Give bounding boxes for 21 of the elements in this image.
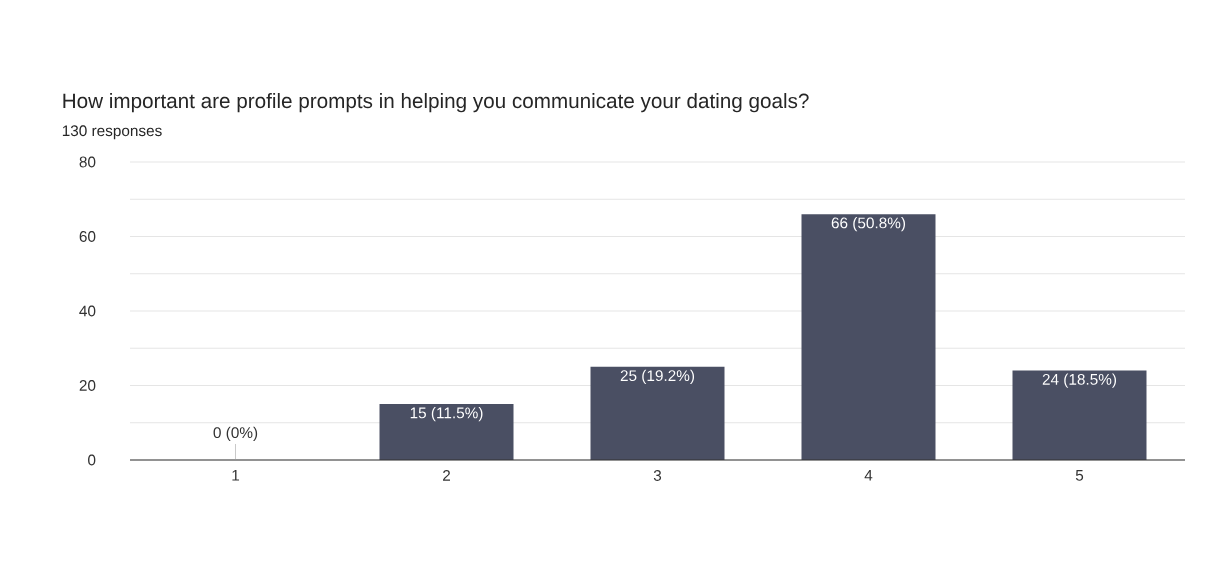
bar xyxy=(801,214,936,460)
data-label: 25 (19.2%) xyxy=(620,369,695,385)
x-tick-label: 1 xyxy=(232,470,240,481)
chart-subtitle: 130 responses xyxy=(62,125,162,140)
data-label: 0 (0%) xyxy=(213,426,258,442)
x-tick-label: 2 xyxy=(443,470,450,481)
x-tick-label: 5 xyxy=(1075,470,1084,481)
x-tick-label: 3 xyxy=(653,470,662,481)
x-tick-label: 4 xyxy=(864,470,873,481)
chart-title: How important are profile prompts in helping you communicate your dating goals? xyxy=(63,93,809,113)
y-tick-label: 40 xyxy=(79,305,96,317)
y-tick-label: 60 xyxy=(79,231,96,242)
data-label: 15 (11.5%) xyxy=(410,407,483,422)
bar xyxy=(1012,370,1147,460)
y-tick-label: 20 xyxy=(79,380,96,391)
bar xyxy=(590,366,725,460)
data-label: 24 (18.5%) xyxy=(1042,373,1117,388)
data-label: 66 (50.8%) xyxy=(831,217,906,232)
bar xyxy=(379,404,514,460)
y-tick-label: 80 xyxy=(79,156,96,168)
y-tick-label: 0 xyxy=(88,454,96,466)
